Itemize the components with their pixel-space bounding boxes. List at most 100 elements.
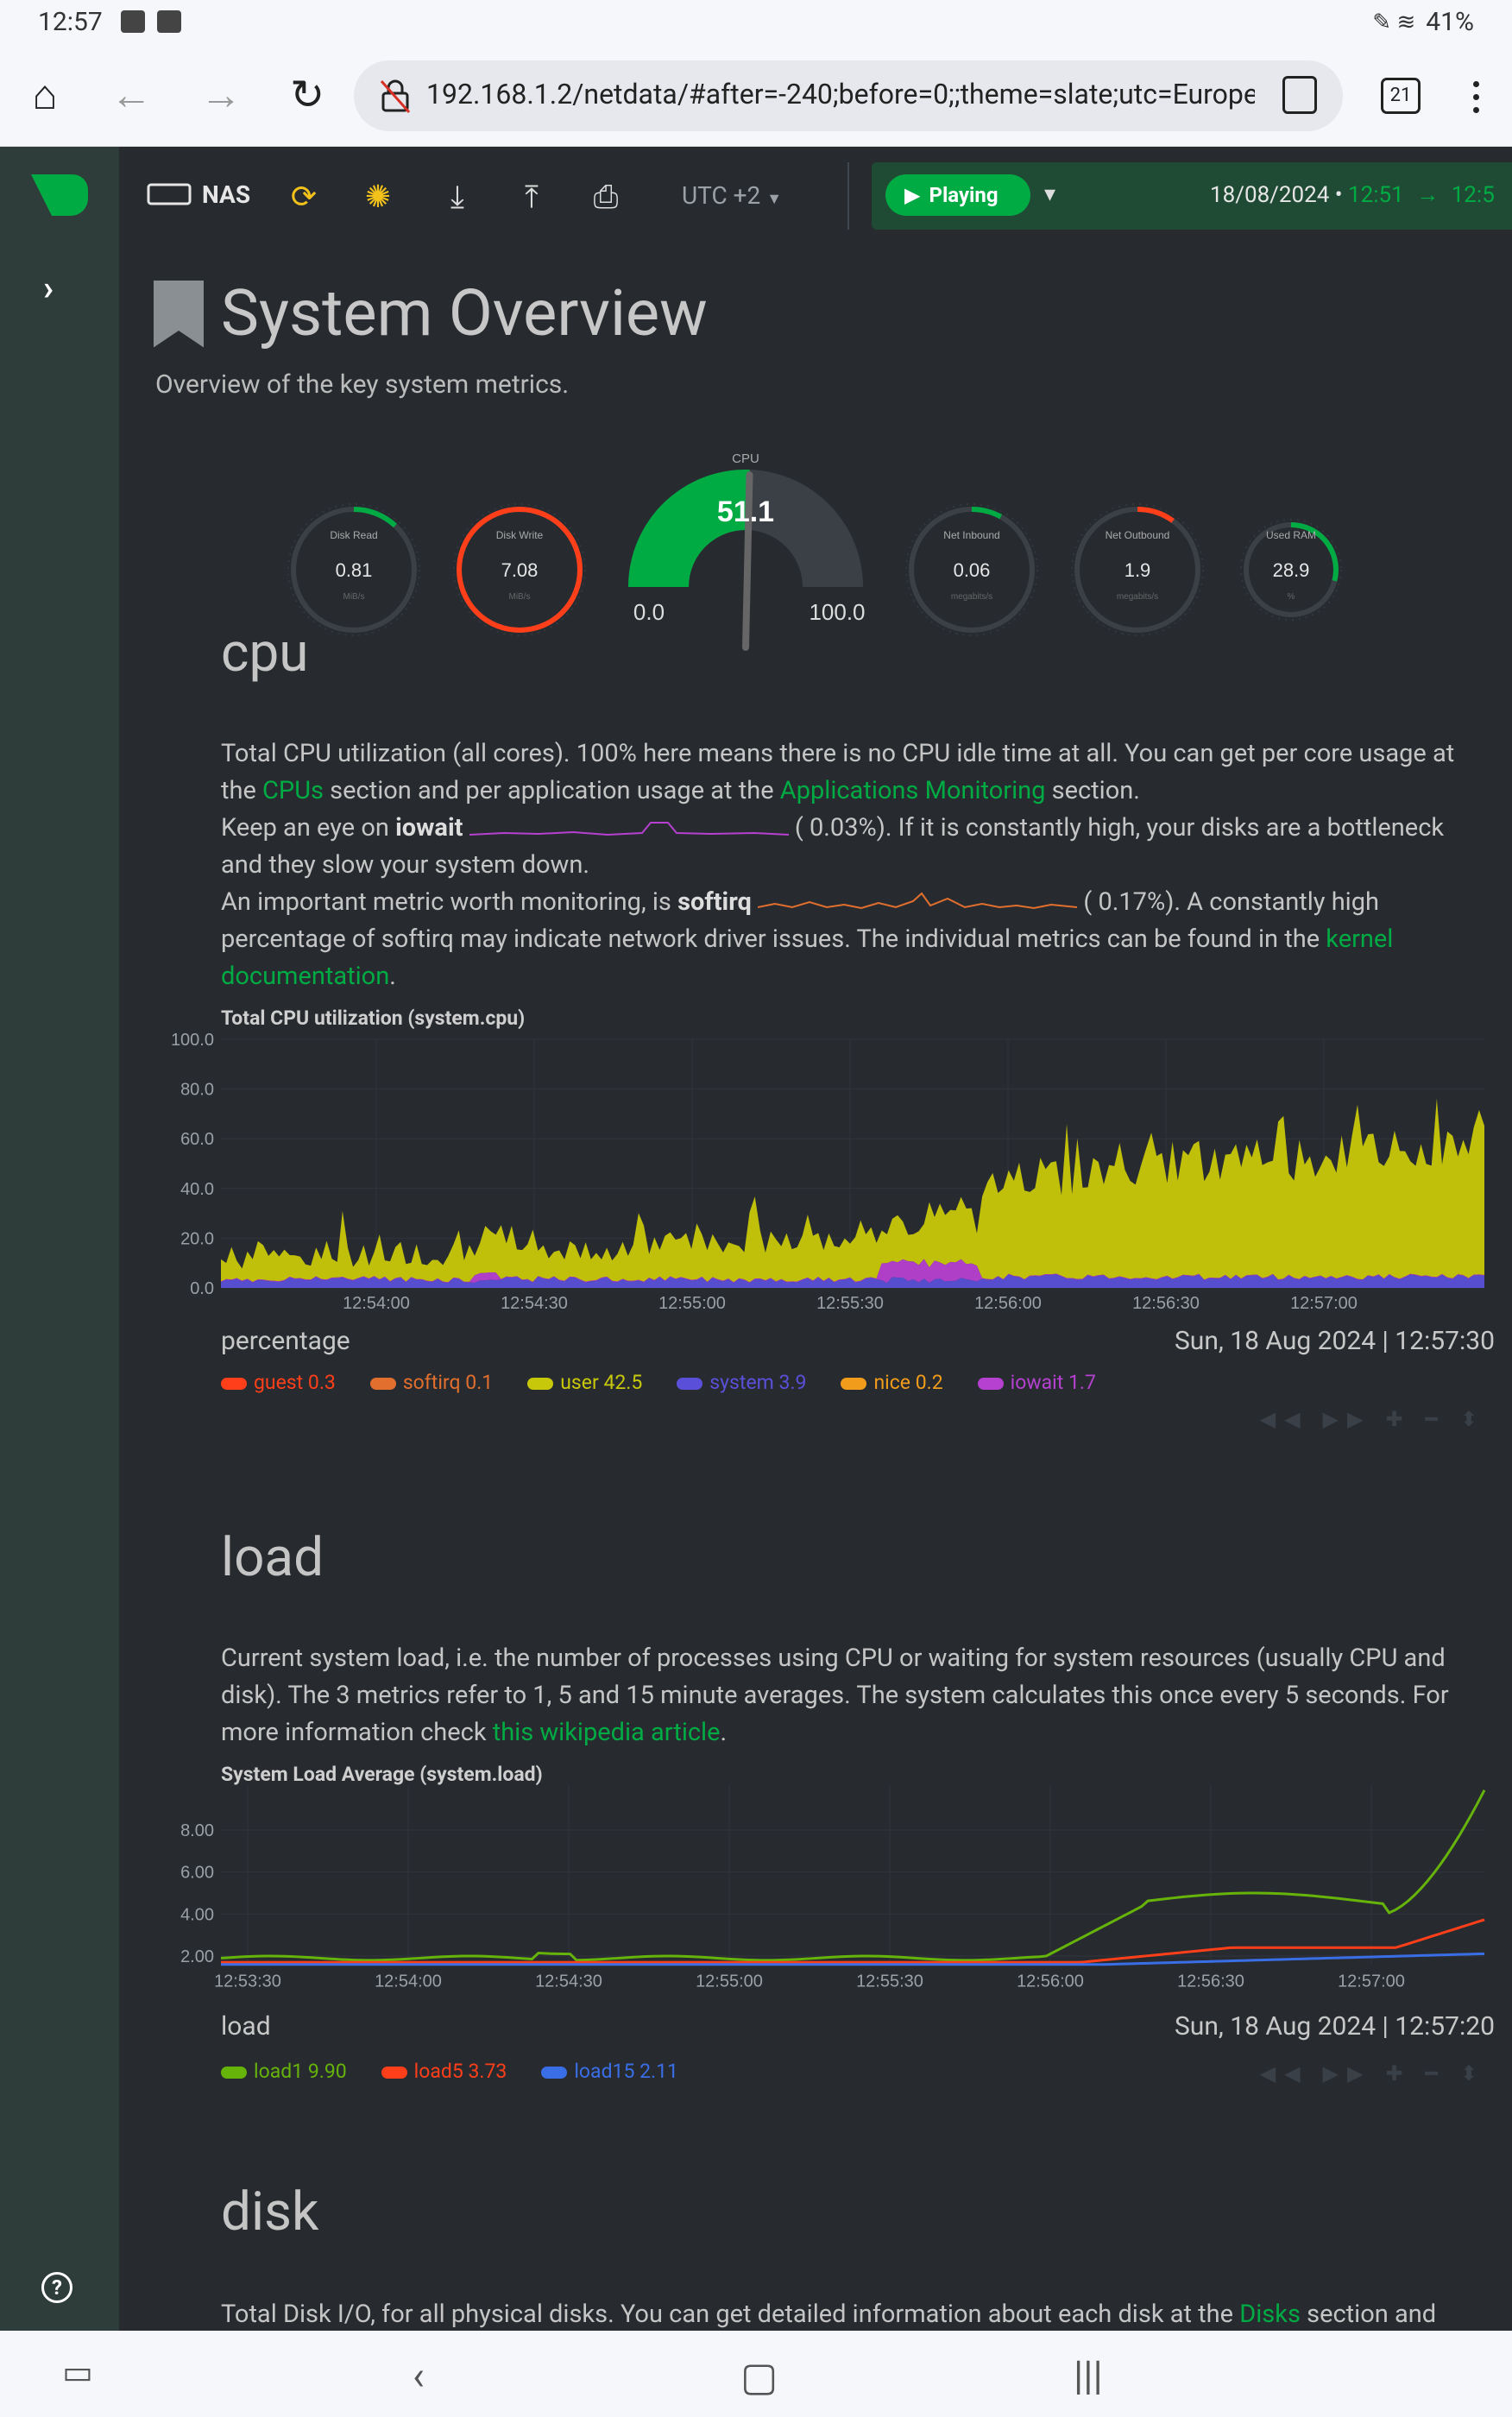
cpu-chart-legend: guest 0.3 softirq 0.1 user 42.5 system 3.9 n… (221, 1371, 1096, 1394)
cpu-chart-controls[interactable]: ◀◀ ▶▶ ✚ ━ ⬍ (1259, 1407, 1486, 1431)
gauge-label: Disk Write (496, 529, 544, 541)
sync-icon[interactable]: ⟳ (290, 179, 318, 215)
reader-mode-icon[interactable] (1282, 76, 1317, 114)
wifi-icon: ✎ ≋ (1372, 9, 1416, 35)
download-icon[interactable]: ⤓ (450, 179, 464, 215)
gauge-ticks (1240, 519, 1342, 621)
applications-monitoring-link[interactable]: Applications Monitoring (779, 776, 1046, 805)
gauge-value: 28.9 (1273, 559, 1310, 581)
legend-swatch (381, 2066, 407, 2079)
gauge-arc (353, 507, 397, 528)
disk-description: Total Disk I/O, for all physical disks. … (221, 2300, 1437, 2329)
legend-item-user[interactable]: user 42.5 (527, 1371, 642, 1394)
legend-item-system[interactable]: system 3.9 (677, 1371, 806, 1394)
status-time: 12:57 (38, 7, 103, 37)
x-tick-label: 12:56:00 (1017, 1972, 1084, 1991)
back-icon[interactable]: ← (110, 70, 152, 119)
print-icon[interactable]: ⎙ (593, 179, 619, 215)
load-chart-timestamp: Sun, 18 Aug 2024 | 12:57:20 (1174, 2011, 1495, 2042)
cpus-link[interactable]: CPUs (262, 776, 324, 805)
x-tick-label: 12:55:30 (816, 1294, 884, 1313)
legend-item-guest[interactable]: guest 0.3 (221, 1371, 336, 1394)
gauges-row: Disk Read 0.81 MiB/s Disk Write 7.08 MiB/s Net… (287, 451, 1342, 651)
play-button[interactable]: ▶ Playing (885, 174, 1030, 216)
y-tick-label: 80.0 (180, 1081, 214, 1100)
y-tick-label: 60.0 (180, 1130, 214, 1149)
gauge-ticks (905, 503, 1038, 636)
legend-item-iowait[interactable]: iowait 1.7 (977, 1371, 1096, 1394)
chevron-down-icon[interactable]: ▾ (1044, 181, 1056, 207)
cpu-chart-timestamp: Sun, 18 Aug 2024 | 12:57:30 (1174, 1326, 1495, 1356)
address-bar[interactable]: 192.168.1.2/netdata/#after=-240;before=0… (354, 60, 1343, 131)
legend-item-load5[interactable]: load5 3.73 (381, 2060, 507, 2083)
area-user (221, 1098, 1484, 1283)
main-content: System Overview Overview of the key syst… (119, 242, 1512, 2331)
nav-recents-icon[interactable]: ||| (1074, 2353, 1103, 2400)
y-tick-label: 2.00 (180, 1947, 214, 1966)
legend-item-load1[interactable]: load1 9.90 (221, 2060, 347, 2083)
host-selector[interactable]: NAS (147, 173, 250, 216)
x-tick-label: 12:57:00 (1290, 1294, 1358, 1313)
tab-count-button[interactable]: 21 (1381, 78, 1421, 114)
screen-icon[interactable]: ▭ (62, 2354, 93, 2392)
y-tick-label: 8.00 (180, 1821, 214, 1840)
netdata-logo-icon[interactable] (29, 173, 90, 218)
cpu-gauge-fill (628, 470, 750, 587)
x-tick-label: 12:56:30 (1132, 1294, 1200, 1313)
gauge-ticks (287, 503, 420, 636)
cpu-chart-units: percentage (221, 1326, 350, 1356)
line-load1 (220, 1789, 1486, 1962)
home-icon[interactable]: ⌂ (32, 70, 58, 119)
legend-item-load15[interactable]: load15 2.11 (541, 2060, 678, 2083)
browser-toolbar: ⌂ ← → ↻ 192.168.1.2/netdata/#after=-240;… (0, 45, 1512, 147)
server-icon (147, 183, 192, 205)
cpu-description: Total CPU utilization (all cores). 100% … (221, 739, 1455, 991)
legend-value: 0.2 (915, 1371, 943, 1394)
legend-item-softirq[interactable]: softirq 0.1 (369, 1371, 493, 1394)
kernel-documentation-link[interactable]: kernel documentation (221, 925, 1394, 991)
cpu-gauge-value: 51.1 (717, 495, 774, 528)
time-range[interactable]: 18/08/2024 • 12:51 → 12:5 (1210, 182, 1495, 208)
line-load15 (221, 1952, 1485, 1966)
disks-link[interactable]: Disks (1239, 2300, 1301, 2329)
wikipedia-link[interactable]: this wikipedia article (492, 1718, 721, 1747)
gauge-unit: megabits/s (1117, 592, 1158, 602)
load-chart-units: load (221, 2011, 271, 2042)
legend-value: 2.11 (639, 2060, 678, 2083)
help-icon[interactable]: ? (41, 2272, 72, 2303)
menu-icon[interactable] (1467, 78, 1484, 121)
x-tick-label: 12:54:00 (343, 1294, 410, 1313)
gauge-value: 0.81 (336, 559, 373, 581)
gauge-label: Used RAM (1266, 529, 1316, 541)
x-tick-label: 12:57:00 (1338, 1972, 1405, 1991)
load-chart-legend: load1 9.90 load5 3.73 load15 2.11 (221, 2060, 678, 2083)
legend-item-nice[interactable]: nice 0.2 (841, 1371, 943, 1394)
iowait-sparkline (469, 822, 789, 836)
legend-name: load1 (254, 2060, 308, 2083)
upload-icon[interactable]: ⤒ (525, 179, 539, 215)
section-title-disk: disk (221, 2180, 319, 2243)
lightbulb-icon[interactable]: ✺ (364, 179, 392, 215)
netdata-header: NAS ⟳ ✺ ⤓ ⤒ ⎙ UTC +2 ▼ ▶ Playing ▾ 18/08… (0, 147, 1512, 242)
forward-icon[interactable]: → (200, 70, 242, 119)
gauge-unit: megabits/s (951, 592, 992, 602)
chevron-right-icon[interactable]: › (43, 268, 54, 308)
page-title: System Overview (154, 276, 708, 351)
cpu-chart[interactable]: 100.0 80.0 60.0 40.0 20.0 0.0 12:54:00 12:54:30… (119, 1027, 1512, 1562)
gauge-unit: % (1288, 592, 1295, 602)
nav-back-icon[interactable]: ‹ (413, 2353, 425, 2400)
legend-value: 42.5 (603, 1371, 643, 1394)
x-tick-label: 12:56:30 (1177, 1972, 1244, 1991)
gauge-label: Disk Read (330, 529, 377, 541)
legend-value: 9.90 (307, 2060, 347, 2083)
load-chart-controls[interactable]: ◀◀ ▶▶ ✚ ━ ⬍ (1259, 2061, 1486, 2086)
x-tick-label: 12:54:30 (535, 1972, 602, 1991)
nav-home-icon[interactable]: ▢ (740, 2354, 778, 2401)
gauge-value: 7.08 (501, 559, 539, 581)
reload-icon[interactable]: ↻ (289, 70, 325, 119)
area-iowait (221, 1259, 1484, 1284)
gauge-value: 1.9 (1125, 559, 1151, 581)
timezone-selector[interactable]: UTC +2 ▼ (682, 181, 783, 210)
legend-value: 3.9 (778, 1371, 807, 1394)
